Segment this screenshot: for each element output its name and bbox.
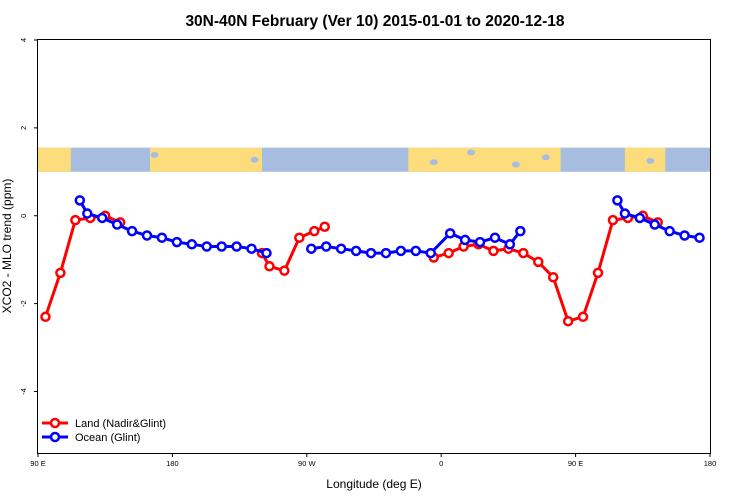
- data-point: [649, 219, 660, 230]
- data-point: [294, 232, 305, 243]
- data-point: [40, 311, 51, 323]
- legend-marker: [49, 417, 61, 429]
- data-point: [365, 247, 377, 259]
- data-point: [562, 315, 574, 327]
- data-point: [320, 241, 332, 252]
- x-tick-label: 180: [704, 459, 717, 468]
- data-point: [246, 243, 257, 254]
- data-point: [231, 241, 242, 252]
- y-tick-label: -2: [19, 300, 28, 307]
- data-point: [335, 243, 347, 254]
- map-water-inlet-0: [150, 151, 159, 158]
- y-tick-label: 0: [19, 214, 28, 218]
- data-point: [350, 245, 362, 257]
- data-point: [96, 212, 108, 224]
- x-tick-label: 90 E: [568, 459, 583, 468]
- plot-frame: [37, 39, 711, 454]
- data-point: [380, 247, 392, 259]
- map-ocean: [38, 147, 710, 172]
- data-point: [141, 230, 153, 241]
- x-axis-label: Longitude (deg E): [326, 477, 421, 491]
- data-point: [518, 247, 529, 259]
- data-point: [504, 239, 516, 250]
- series-layer: [40, 195, 705, 327]
- data-point: [577, 311, 589, 323]
- data-point: [410, 245, 422, 257]
- map-land-1: [150, 147, 262, 172]
- data-point: [55, 267, 66, 279]
- data-point: [444, 228, 456, 239]
- data-point: [261, 247, 272, 259]
- y-axis: 4 2 0 -2 -4: [19, 38, 38, 395]
- data-point: [592, 267, 604, 279]
- data-point: [216, 241, 227, 252]
- y-axis-label: XCO2 - MLO trend (ppm): [0, 179, 14, 314]
- data-point: [156, 232, 168, 243]
- map-land-0: [38, 147, 71, 172]
- data-point: [515, 225, 526, 237]
- data-point: [679, 230, 690, 241]
- map-water-inlet-1: [250, 156, 259, 163]
- data-point: [70, 214, 81, 226]
- data-point: [319, 221, 330, 232]
- data-point: [264, 261, 275, 272]
- data-point: [126, 225, 138, 237]
- data-point: [488, 245, 499, 257]
- map-land-2: [408, 147, 561, 172]
- x-axis: 90 E 180 90 W 0 90 E 180: [30, 453, 716, 468]
- data-point: [612, 195, 623, 206]
- data-point: [171, 236, 183, 248]
- data-point: [533, 256, 544, 268]
- chart-title: 30N-40N February (Ver 10) 2015-01-01 to …: [185, 13, 564, 30]
- data-point: [694, 232, 705, 243]
- map-background-band: [38, 147, 710, 172]
- legend-marker: [49, 431, 61, 443]
- data-point: [186, 239, 198, 250]
- x-tick-label: 90 W: [298, 459, 316, 468]
- data-point: [459, 234, 471, 246]
- data-point: [309, 225, 320, 237]
- data-point: [425, 247, 436, 259]
- data-point: [279, 265, 290, 276]
- data-point: [634, 212, 646, 224]
- data-point: [607, 214, 619, 226]
- map-land-3: [624, 147, 666, 172]
- legend: Land (Nadir&Glint) Ocean (Glint): [42, 417, 166, 444]
- map-water-inlet-5: [541, 154, 550, 161]
- x-tick-label: 90 E: [30, 459, 45, 468]
- data-point: [443, 247, 454, 259]
- x-tick-label: 180: [166, 459, 179, 468]
- x-tick-label: 0: [439, 459, 443, 468]
- series-1: [74, 195, 705, 259]
- legend-label: Land (Nadir&Glint): [75, 418, 166, 430]
- map-water-inlet-3: [467, 149, 476, 156]
- series-line-0-0: [44, 214, 121, 318]
- data-point: [74, 195, 86, 206]
- legend-label: Ocean (Glint): [75, 432, 140, 444]
- data-point: [82, 208, 93, 219]
- series-line-0-2: [433, 214, 659, 324]
- y-tick-label: -4: [19, 388, 28, 395]
- data-point: [111, 219, 123, 230]
- map-water-inlet-6: [646, 157, 655, 164]
- data-point: [474, 236, 486, 248]
- data-point: [201, 241, 212, 252]
- y-tick-label: 4: [19, 38, 28, 42]
- data-point: [395, 245, 407, 257]
- data-point: [664, 225, 675, 237]
- data-point: [619, 208, 631, 219]
- map-water-inlet-4: [511, 161, 520, 168]
- y-tick-label: 2: [19, 126, 28, 130]
- data-point: [547, 272, 559, 283]
- data-point: [306, 243, 317, 254]
- map-water-inlet-2: [429, 159, 438, 166]
- data-point: [489, 232, 501, 243]
